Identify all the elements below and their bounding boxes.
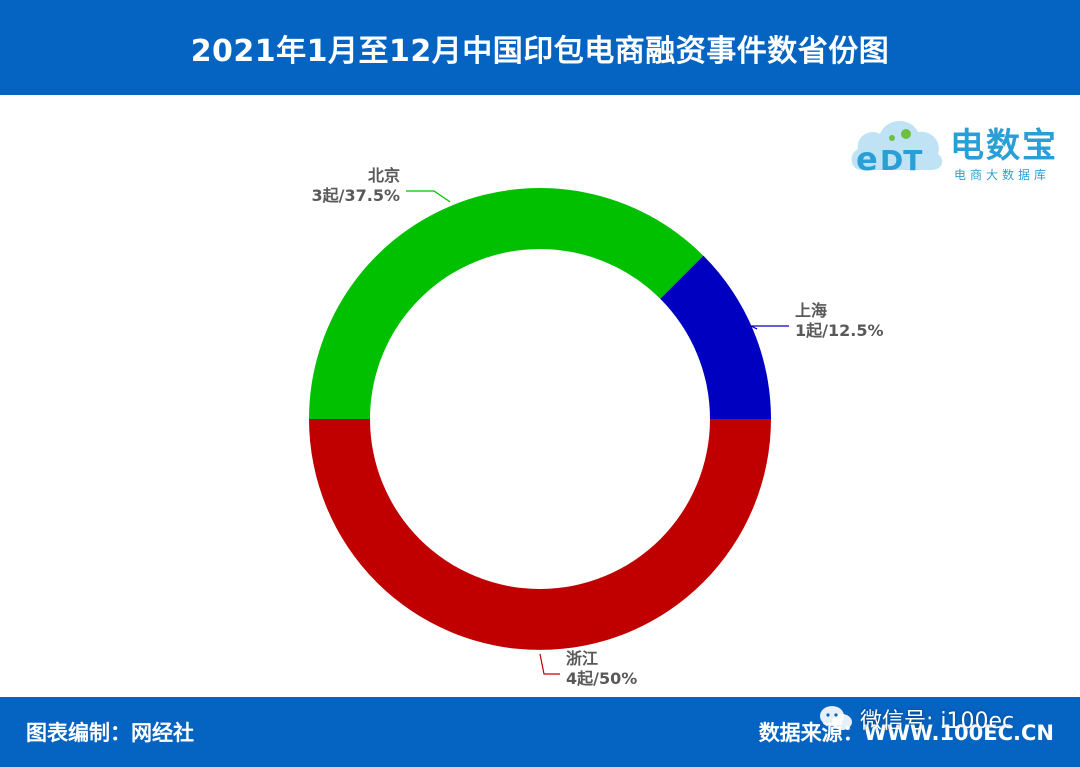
edt-cloud-icon: e DT: [851, 120, 943, 178]
page-title: 2021年1月至12月中国印包电商融资事件数省份图: [190, 33, 890, 69]
wechat-watermark: 微信号: i100ec: [818, 703, 1014, 735]
leader-line-2: [406, 190, 451, 203]
donut-slice-1: [309, 419, 771, 650]
svg-text:DT: DT: [880, 144, 922, 177]
slice-value-label-0: 1起/12.5%: [795, 321, 884, 340]
slice-value-label-1: 4起/50%: [566, 669, 637, 688]
logo-subtitle: 电商大数据库: [954, 168, 1051, 182]
slice-value-label-2: 3起/37.5%: [312, 186, 401, 205]
slice-label-2: 北京: [368, 166, 400, 185]
svg-text:e: e: [856, 140, 878, 178]
leader-line-1: [539, 653, 560, 675]
footer-credit: 图表编制：网经社: [26, 721, 194, 745]
logo-name: 电数宝: [950, 126, 1058, 166]
slice-label-1: 浙江: [566, 649, 598, 668]
leader-line-0: [750, 325, 789, 330]
donut-slice-2: [309, 188, 704, 419]
slice-label-0: 上海: [795, 301, 827, 320]
wechat-icon: [820, 706, 852, 730]
wechat-text: 微信号: i100ec: [860, 709, 1015, 734]
donut-slice-0: [660, 255, 771, 419]
header-bar: 2021年1月至12月中国印包电商融资事件数省份图: [0, 0, 1080, 95]
logo: e DT 电数宝 电商大数据库: [848, 104, 1073, 184]
footer-source: 数据来源：WWW.100EC.CN: [758, 721, 1054, 745]
footer-bar: 图表编制：网经社 数据来源：WWW.100EC.CN: [0, 697, 1080, 767]
